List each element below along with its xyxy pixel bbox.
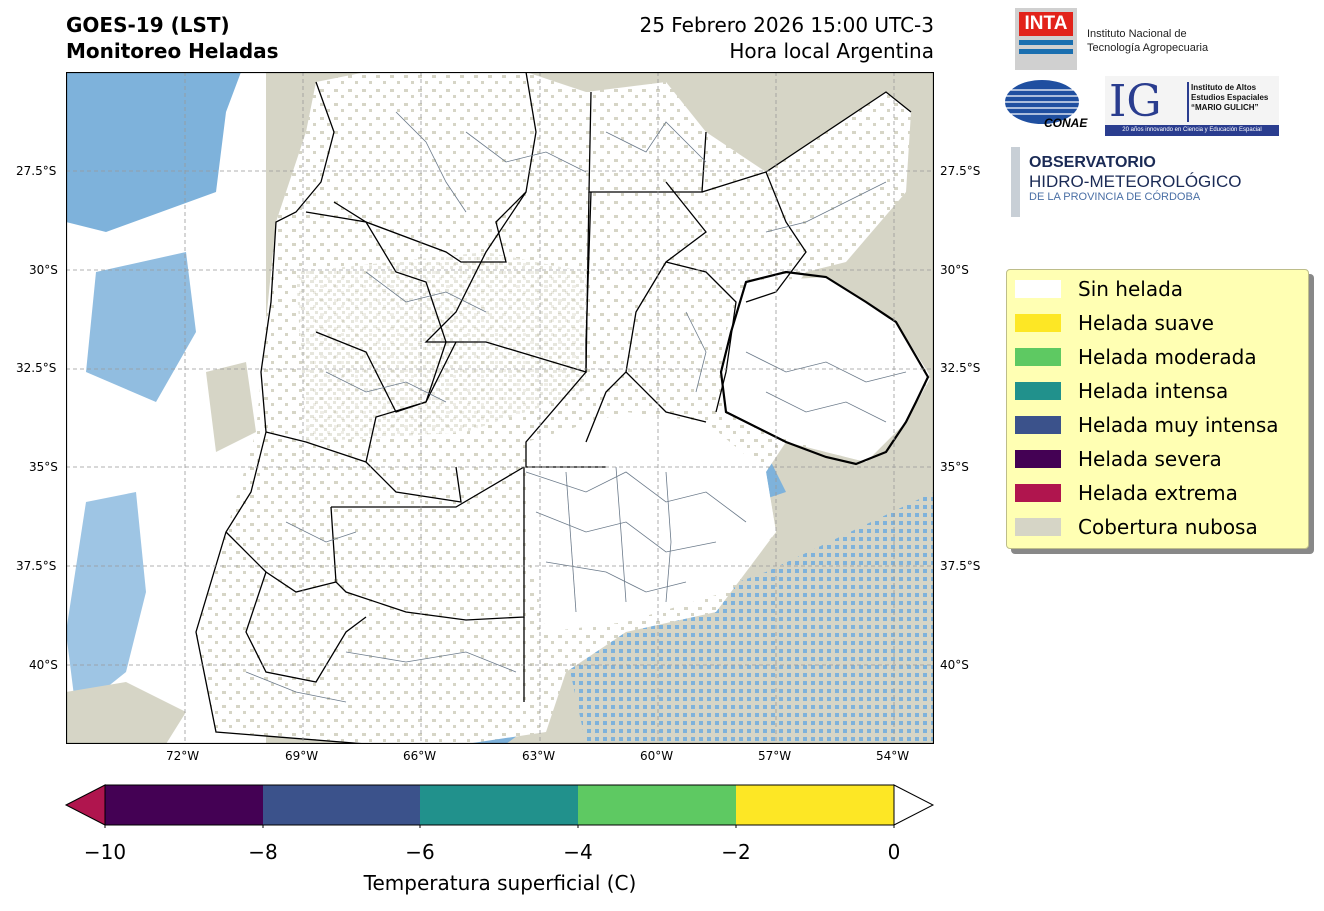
legend-label: Helada suave xyxy=(1078,311,1214,335)
colorbar-tick-label: −8 xyxy=(248,840,278,864)
inta-logo: INTA xyxy=(1015,8,1077,70)
colorbar-segment-muy-intensa xyxy=(263,785,420,825)
legend-label: Helada moderada xyxy=(1078,345,1257,369)
uruguay-clear xyxy=(726,277,928,462)
observatorio-line: DE LA PROVINCIA DE CÓRDOBA xyxy=(1029,191,1201,203)
legend-item: Helada suave xyxy=(1015,308,1214,338)
legend-item: Helada moderada xyxy=(1015,342,1257,372)
observatorio-logo: OBSERVATORIO HIDRO-METEOROLÓGICO DE LA P… xyxy=(1029,153,1242,204)
legend-item: Helada extrema xyxy=(1015,478,1238,508)
legend-label: Helada muy intensa xyxy=(1078,413,1279,437)
observatorio-bar xyxy=(1011,147,1020,217)
legend-label: Sin helada xyxy=(1078,277,1184,301)
colorbar xyxy=(64,784,935,828)
colorbar-segment-severa xyxy=(105,785,263,825)
lat-tick-right: 37.5°S xyxy=(940,559,981,573)
lon-tick: 54°W xyxy=(876,749,910,763)
legend-item: Helada severa xyxy=(1015,444,1222,474)
legend-swatch xyxy=(1015,484,1061,502)
colorbar-tick-label: −10 xyxy=(83,840,127,864)
colorbar-tick-label: 0 xyxy=(887,840,901,864)
legend-swatch xyxy=(1015,314,1061,332)
lon-tick: 60°W xyxy=(640,749,674,763)
legend-item: Helada intensa xyxy=(1015,376,1228,406)
map-title: GOES-19 (LST) Monitoreo Heladas xyxy=(66,12,279,64)
pacific-water-patch xyxy=(66,72,241,232)
lon-tick: 72°W xyxy=(166,749,200,763)
ig-tagline: 20 años innovando en Ciencia y Educación… xyxy=(1105,125,1279,136)
department-boundaries xyxy=(245,111,907,703)
lon-tick: 63°W xyxy=(522,749,556,763)
legend-swatch xyxy=(1015,280,1061,298)
inta-name-line: Tecnología Agropecuaria xyxy=(1087,42,1209,54)
legend-swatch xyxy=(1015,416,1061,434)
legend-item: Helada muy intensa xyxy=(1015,410,1279,440)
legend-label: Helada intensa xyxy=(1078,379,1229,403)
legend-swatch xyxy=(1015,382,1061,400)
datetime-line: 25 Febrero 2026 15:00 UTC-3 xyxy=(639,13,934,37)
legend-label: Helada extrema xyxy=(1078,481,1238,505)
pacific-water-patch xyxy=(66,492,146,712)
legend-item: Cobertura nubosa xyxy=(1015,512,1258,542)
pacific-cloud-patch xyxy=(66,682,186,744)
lon-tick: 57°W xyxy=(758,749,792,763)
legend-label: Cobertura nubosa xyxy=(1078,515,1258,539)
legend: Sin helada Helada suave Helada moderada … xyxy=(1006,269,1309,549)
conae-logo xyxy=(1005,80,1080,124)
map-frame xyxy=(66,72,934,744)
lat-tick-left: 37.5°S xyxy=(16,559,57,573)
inta-mark: INTA xyxy=(1019,12,1073,36)
central-clear xyxy=(296,252,586,442)
frost-map xyxy=(66,72,934,744)
colorbar-tick-label: −2 xyxy=(721,840,751,864)
legend-item: Sin helada xyxy=(1015,274,1183,304)
colorbar-under-arrow xyxy=(64,784,106,826)
colorbar-tick-marks xyxy=(104,825,895,828)
lat-tick-right: 40°S xyxy=(940,658,969,672)
lat-tick-right: 35°S xyxy=(940,460,969,474)
colorbar-tick-label: −4 xyxy=(563,840,593,864)
inta-name: Instituto Nacional de Tecnología Agropec… xyxy=(1087,27,1208,55)
legend-swatch xyxy=(1015,450,1061,468)
colorbar-segment-intensa xyxy=(420,785,578,825)
ig-name-line: “MARIO GULICH” xyxy=(1191,103,1259,112)
lat-tick-right: 27.5°S xyxy=(940,164,981,178)
ig-logo: IG Instituto de Altos Estudios Espaciale… xyxy=(1105,76,1279,136)
lon-tick: 66°W xyxy=(403,749,437,763)
title-satellite: GOES-19 (LST) xyxy=(66,13,230,37)
colorbar-segment-suave xyxy=(736,785,894,825)
graticule xyxy=(66,72,934,744)
conae-mark: CONAE xyxy=(1044,116,1088,130)
ig-name: Instituto de Altos Estudios Espaciales “… xyxy=(1191,83,1268,113)
land-clear-area xyxy=(196,72,931,744)
lat-tick-right: 32.5°S xyxy=(940,361,981,375)
colorbar-over-arrow xyxy=(893,784,935,826)
observatorio-line: OBSERVATORIO xyxy=(1029,154,1156,171)
lat-tick-left: 40°S xyxy=(29,658,58,672)
lat-tick-left: 32.5°S xyxy=(16,361,57,375)
lat-tick-left: 35°S xyxy=(29,460,58,474)
lat-tick-left: 30°S xyxy=(29,263,58,277)
ig-mark: IG xyxy=(1109,76,1162,127)
observatorio-line: HIDRO-METEOROLÓGICO xyxy=(1029,172,1242,191)
legend-swatch xyxy=(1015,518,1061,536)
colorbar-tick-label: −6 xyxy=(405,840,435,864)
lat-tick-right: 30°S xyxy=(940,263,969,277)
ig-name-line: Estudios Espaciales xyxy=(1191,93,1269,102)
legend-swatch xyxy=(1015,348,1061,366)
pacific-cloud-patch xyxy=(206,362,256,452)
uruguay-boundary xyxy=(719,270,930,466)
lat-tick-left: 27.5°S xyxy=(16,164,57,178)
map-datetime: 25 Febrero 2026 15:00 UTC-3 Hora local A… xyxy=(560,12,934,64)
colorbar-label: Temperatura superficial (C) xyxy=(363,871,637,895)
pacific-water-patch xyxy=(86,252,196,402)
inta-name-line: Instituto Nacional de xyxy=(1087,28,1187,40)
ig-name-line: Instituto de Altos xyxy=(1191,83,1257,92)
title-product: Monitoreo Heladas xyxy=(66,39,279,63)
lon-tick: 69°W xyxy=(285,749,319,763)
local-time-line: Hora local Argentina xyxy=(729,39,934,63)
legend-label: Helada severa xyxy=(1078,447,1222,471)
colorbar-segment-moderada xyxy=(578,785,736,825)
